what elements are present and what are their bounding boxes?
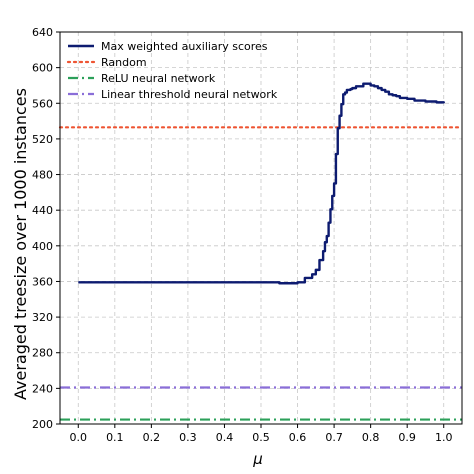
y-axis-label: Averaged treesize over 1000 instances: [11, 88, 30, 400]
y-tick-label: 360: [32, 275, 53, 288]
x-tick-label: 0.9: [398, 431, 416, 444]
y-tick-label: 280: [32, 347, 53, 360]
x-tick-label: 0.6: [289, 431, 307, 444]
y-tick-label: 520: [32, 133, 53, 146]
y-tick-label: 240: [32, 382, 53, 395]
y-tick-label: 480: [32, 169, 53, 182]
x-tick-label: 0.8: [362, 431, 380, 444]
y-tick-label: 640: [32, 26, 53, 39]
x-tick-label: 0.5: [252, 431, 270, 444]
legend: Max weighted auxiliary scores Random ReLU …: [66, 40, 278, 101]
series-layer: [58, 82, 464, 421]
y-tick-label: 400: [32, 240, 53, 253]
x-tick-label: 0.3: [179, 431, 197, 444]
y-tick-label: 320: [32, 311, 53, 324]
x-tick-label: 0.4: [216, 431, 234, 444]
legend-label-0: Max weighted auxiliary scores: [101, 40, 268, 53]
legend-label-3: Linear threshold neural network: [101, 88, 278, 101]
x-tick-label: 0.7: [325, 431, 343, 444]
y-tick-label: 440: [32, 204, 53, 217]
series-line-0: [78, 82, 445, 285]
legend-label-1: Random: [101, 56, 147, 69]
y-tick-label: 560: [32, 97, 53, 110]
y-tick-label: 600: [32, 62, 53, 75]
x-tick-label: 0.2: [143, 431, 161, 444]
x-axis: 0.0 0.1 0.2 0.3 0.4 0.5 0.6 0.7 0.8 0.9 1.0: [70, 424, 453, 444]
legend-label-2: ReLU neural network: [101, 72, 216, 85]
x-tick-label: 0.1: [106, 431, 124, 444]
x-axis-label: μ: [252, 450, 263, 468]
y-tick-label: 200: [32, 418, 53, 431]
x-tick-label: 0.0: [70, 431, 88, 444]
y-axis: 200 240 280 320 360 400 440 480 520 560 600 640: [32, 26, 60, 431]
x-tick-label: 1.0: [435, 431, 453, 444]
